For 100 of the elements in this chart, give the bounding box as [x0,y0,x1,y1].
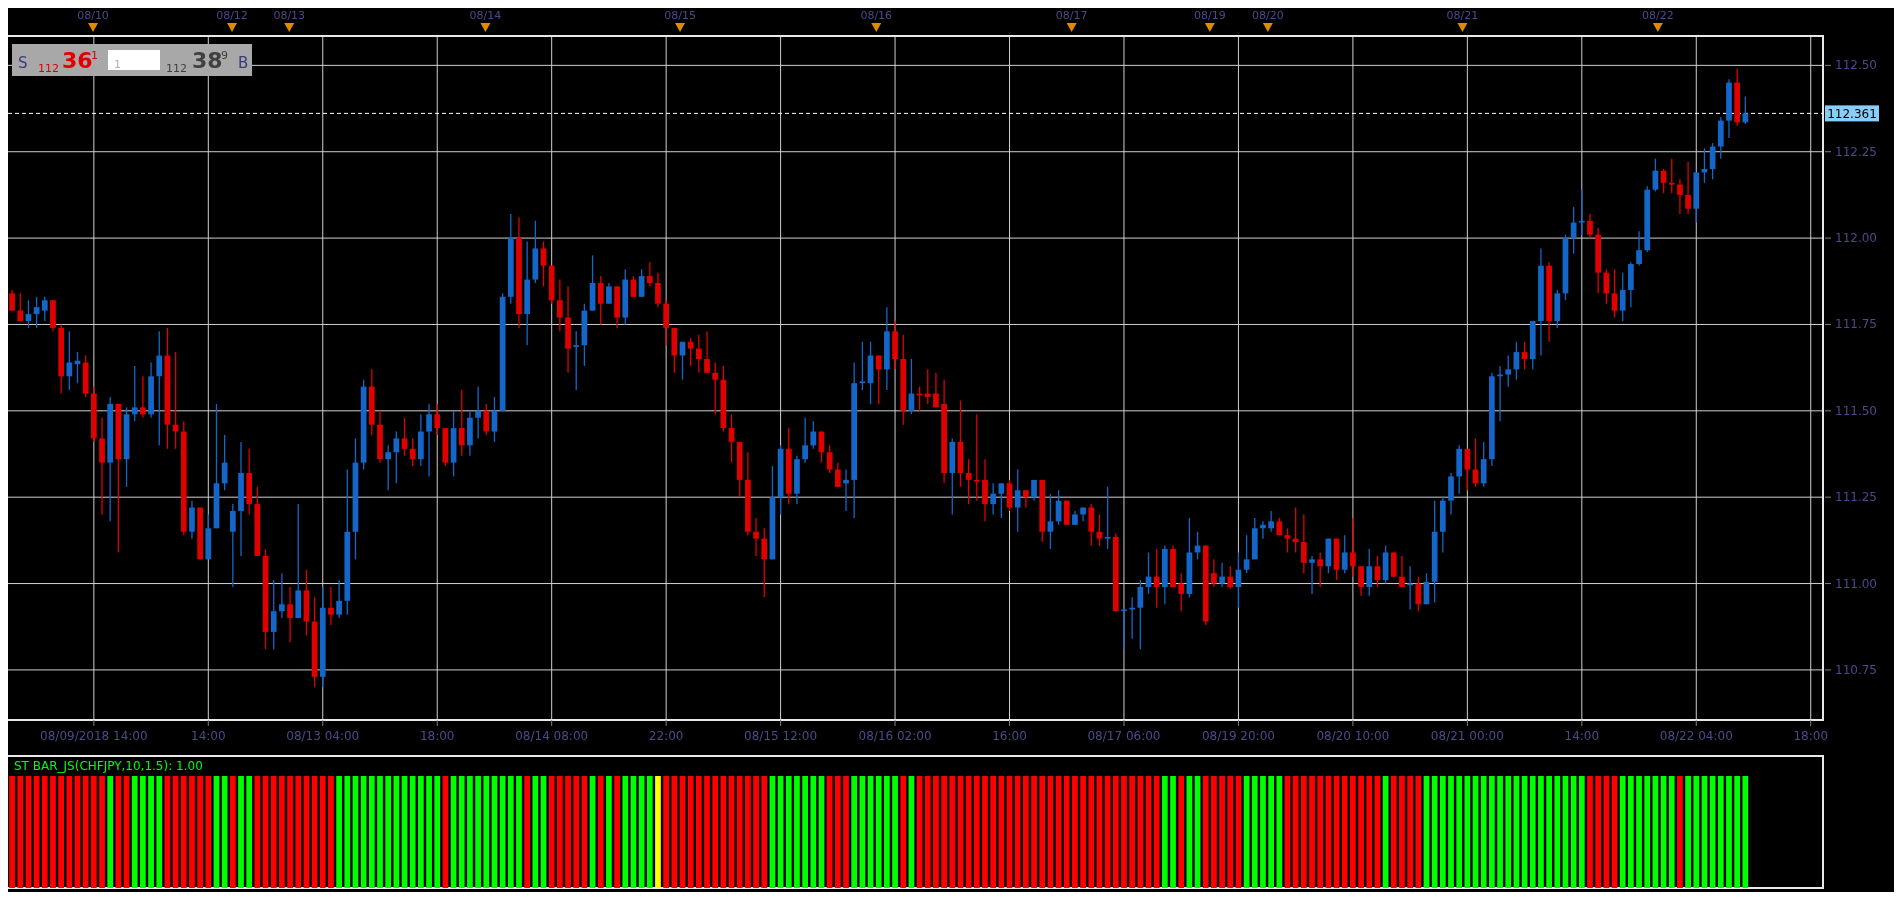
annotation: 1 [114,58,121,71]
x-tick-label: 08/17 06:00 [1087,729,1161,743]
candlestick [761,527,768,599]
candlestick [9,289,15,312]
candlestick [1300,513,1307,574]
candlestick [1742,95,1749,125]
x-tick-label: 14:00 [191,729,226,743]
candlestick [1047,493,1054,550]
candlestick [1317,551,1324,588]
candlestick [712,361,719,415]
candlestick [1399,555,1405,588]
candlestick [704,330,710,374]
candlestick [1685,161,1691,215]
x-tick-label: 14:00 [1564,729,1600,743]
text: 08/12 [216,9,248,22]
candlestick [1587,213,1593,239]
candlestick [1121,607,1127,650]
candlestick [1014,468,1021,533]
candlestick [328,586,334,626]
candlestick [279,572,285,619]
text: 08/16 [860,9,893,22]
text: 08/21 [1446,9,1479,22]
candlestick [973,413,980,502]
candlestick [1611,268,1618,319]
candlestick [131,365,138,422]
candlestick [336,579,342,619]
x-tick-label: 08/15 12:00 [744,729,818,743]
candlestick [695,334,702,374]
candlestick [1178,572,1185,612]
text: 08/17 [1055,9,1088,22]
text: 08/14 [469,9,502,22]
candlestick [810,420,817,450]
candlestick [1153,548,1160,609]
candlestick [229,503,236,588]
candlestick [646,261,653,288]
y-tick-label: 112.25 [1835,144,1877,159]
candlestick [1227,565,1234,590]
annotation: 9 [221,49,228,62]
candlestick [924,368,931,405]
candlestick [540,240,547,288]
candlestick [409,437,416,467]
x-tick-label: 08/20 10:00 [1316,729,1390,743]
candlestick [426,403,432,478]
candlestick [483,403,490,436]
x-tick-label: 08/21 00:00 [1430,729,1504,743]
candlestick [270,579,277,650]
candlestick [385,444,392,491]
y-tick-label: 110.75 [1835,662,1877,677]
x-tick-label: 08/16 02:00 [858,729,932,743]
candlestick [1578,189,1585,236]
candlestick [1268,510,1274,533]
candlestick [557,278,563,333]
y-tick-label: 111.75 [1835,317,1877,332]
candlestick [1464,448,1471,491]
text: 08/15 [664,9,696,22]
candlestick [17,292,24,322]
text: 08/10 [77,9,109,22]
candlestick [1023,489,1029,509]
candlestick [1636,230,1642,267]
candlestick [1668,157,1675,194]
candlestick [1243,534,1250,574]
x-tick-label: 08/19 20:00 [1201,729,1275,743]
ref-line-label: 112.361 [1827,106,1877,121]
candlestick [1309,555,1315,595]
candlestick [1104,486,1111,550]
candlestick [875,354,882,405]
x-tick-label: 18:00 [419,729,455,743]
candlestick [1619,271,1626,322]
x-tick-label: 16:00 [992,729,1027,743]
candlestick [1570,206,1577,255]
x-tick-label: 08/14 08:00 [515,729,589,743]
annotation: 1 [91,49,98,62]
x-tick-label: 22:00 [648,729,684,743]
y-tick-label: 112.00 [1835,231,1877,246]
candlestick [1358,565,1364,597]
candlestick [998,482,1005,519]
y-tick-label: 111.25 [1835,490,1877,505]
candlestick [1137,579,1144,650]
candlestick [1603,268,1610,305]
chart-title: ST BAR_JS(CHFJPY,10,1.5): 1.00 [14,759,203,773]
candlestick [687,337,694,367]
candlestick [965,458,972,505]
candlestick [1415,575,1422,612]
candlestick [933,372,939,409]
text: 08/19 [1193,9,1226,22]
candlestick [475,385,481,440]
candlestick [802,417,808,464]
candlestick [1219,562,1225,588]
y-tick-label: 111.00 [1835,576,1877,591]
candlestick [655,271,661,308]
annotation: 112 [166,62,187,75]
text: 08/22 [1642,9,1674,22]
x-tick-label: 08/09/2018 14:00 [40,729,148,743]
candlestick [434,403,441,436]
candlestick [859,341,866,391]
candlestick [1284,527,1291,554]
candlestick [156,330,163,447]
text: 08/20 [1252,9,1284,22]
text: 08/13 [273,9,306,22]
candlestick [990,482,997,516]
